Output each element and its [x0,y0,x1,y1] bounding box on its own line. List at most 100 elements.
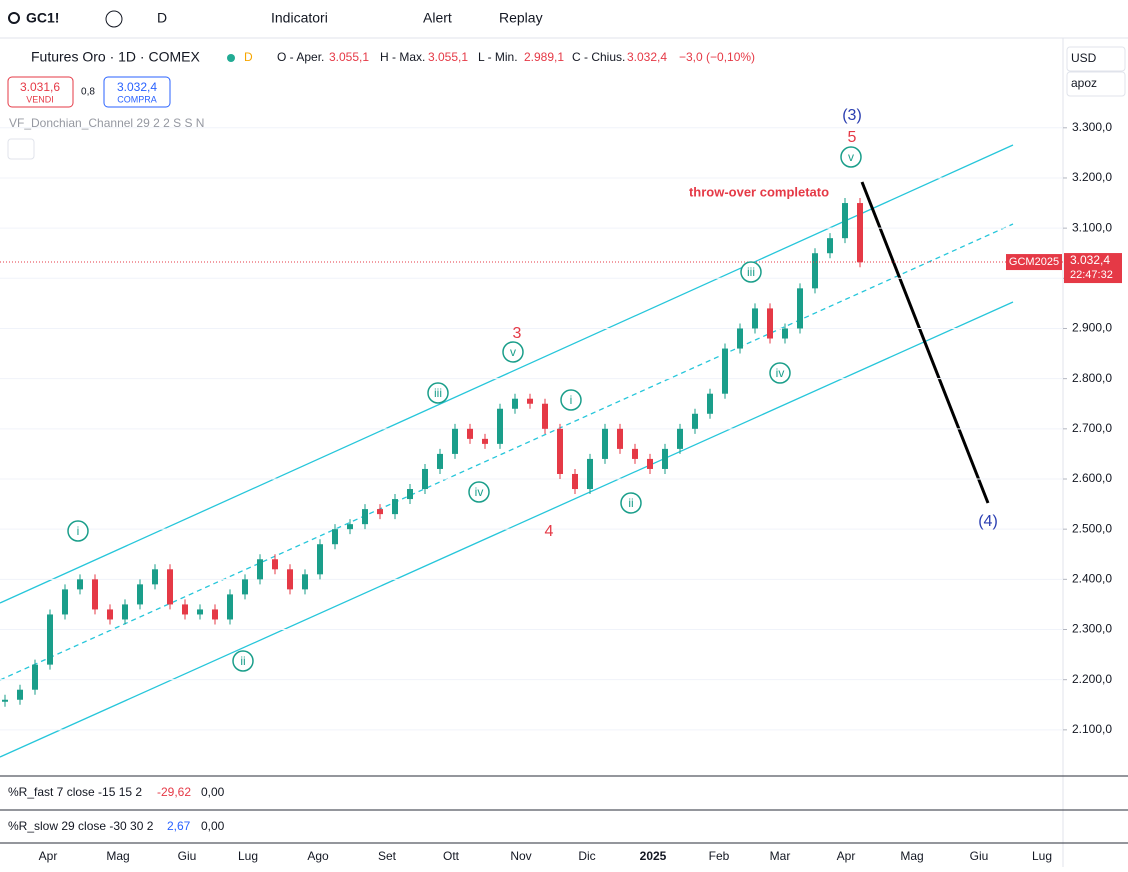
symbol[interactable]: GC1! [26,10,59,26]
wave-label: 5 [848,129,857,146]
candle [227,594,233,620]
wave-label: iv [776,366,785,380]
candle [647,458,653,469]
high-label: H - Max. [380,50,425,64]
wave-label: i [77,524,80,538]
channel-mid [0,223,1014,681]
candle [752,308,758,329]
candle [542,403,548,429]
candle [167,569,173,605]
y-tick-label: 3.100,0 [1072,220,1112,234]
y-tick-label: 2.300,0 [1072,622,1112,636]
wave-label: v [848,150,854,164]
wave-label: (4) [978,513,998,530]
countdown: 22:47:32 [1070,269,1113,281]
candle [557,428,563,474]
candle [47,614,53,665]
candle [107,609,113,620]
price-label: 3.032,4 [1070,253,1110,267]
wave-circle [67,520,89,542]
y-tick-label: 2.200,0 [1072,672,1112,686]
y-tick-label: 2.600,0 [1072,471,1112,485]
y-tick-label: 2.900,0 [1072,321,1112,335]
buy-label[interactable]: COMPRA [117,94,157,104]
candle [17,689,23,700]
spread: 0,8 [81,87,95,98]
scale[interactable] [1066,71,1126,97]
currency[interactable] [1066,46,1126,72]
candle [302,574,308,590]
candle [437,453,443,469]
x-tick-label: Dic [578,849,595,863]
sell-price[interactable]: 3.031,6 [20,80,60,94]
y-tick-label: 2.800,0 [1072,371,1112,385]
interval[interactable]: D [157,10,167,26]
legend-title: Futures Oro · 1D · COMEX [31,49,200,65]
wave-label: iii [747,265,755,279]
candle [422,468,428,490]
buy-price[interactable]: 3.032,4 [117,80,157,94]
wave-label: ii [240,654,245,668]
y-tick-label: 2.700,0 [1072,421,1112,435]
wave-label: 4 [545,523,554,540]
candle [197,609,203,615]
x-tick-label: Set [378,849,397,863]
candle [602,428,608,459]
candle [782,328,788,339]
indicators[interactable]: Indicatori [271,10,328,26]
x-tick-label: Mag [900,849,923,863]
candle [767,308,773,339]
close-label: C - Chius. [572,50,625,64]
wave-label: iv [475,485,484,499]
candle [392,499,398,515]
sell-label[interactable]: VENDI [26,94,54,104]
replay[interactable]: Replay [499,10,543,26]
candle [287,569,293,590]
wave-circle [560,389,582,411]
candle [842,203,848,239]
change: −3,0 (−0,10%) [679,50,755,64]
wave-circle [840,146,862,168]
y-tick-label: 2.100,0 [1072,722,1112,736]
y-tick-label: 3.300,0 [1072,120,1112,134]
y-tick-label: 3.200,0 [1072,170,1112,184]
candle [257,559,263,580]
candle [182,604,188,615]
wave-circle [740,261,762,283]
candle [377,509,383,515]
contract-box [1006,254,1062,271]
candle [497,408,503,444]
candle [407,489,413,500]
y-tick-label: 2.500,0 [1072,521,1112,535]
candle [572,473,578,490]
x-tick-label: Lug [1032,849,1052,863]
toolbar [0,0,1128,38]
contract: GCM2025 [1009,256,1059,268]
currency-text[interactable]: USD [1071,51,1097,65]
alert[interactable]: Alert [423,10,452,26]
candle [212,609,218,620]
note: throw-over completato [689,184,829,199]
wave-circle [427,382,449,404]
buy-button[interactable] [103,76,171,108]
wave-circle [620,492,642,514]
scale-text[interactable]: apoz [1071,76,1097,90]
x-tick-label: 2025 [640,849,667,863]
candle [857,203,863,263]
candle [452,428,458,454]
indicator: VF_Donchian_Channel 29 2 2 S S N [9,116,204,130]
wave-circle [468,481,490,503]
sell-button[interactable] [7,76,74,108]
candle [722,348,728,394]
y-tick-label: 2.400,0 [1072,572,1112,586]
wave-label: iii [434,386,442,400]
x-tick-label: Apr [837,849,856,863]
candle [812,253,818,289]
candle [332,529,338,545]
candle [692,413,698,429]
x-tick-label: Nov [510,849,531,863]
pane-name: %R_slow 29 close -30 30 2 [8,819,154,833]
candle [92,579,98,610]
x-tick-label: Lug [238,849,258,863]
